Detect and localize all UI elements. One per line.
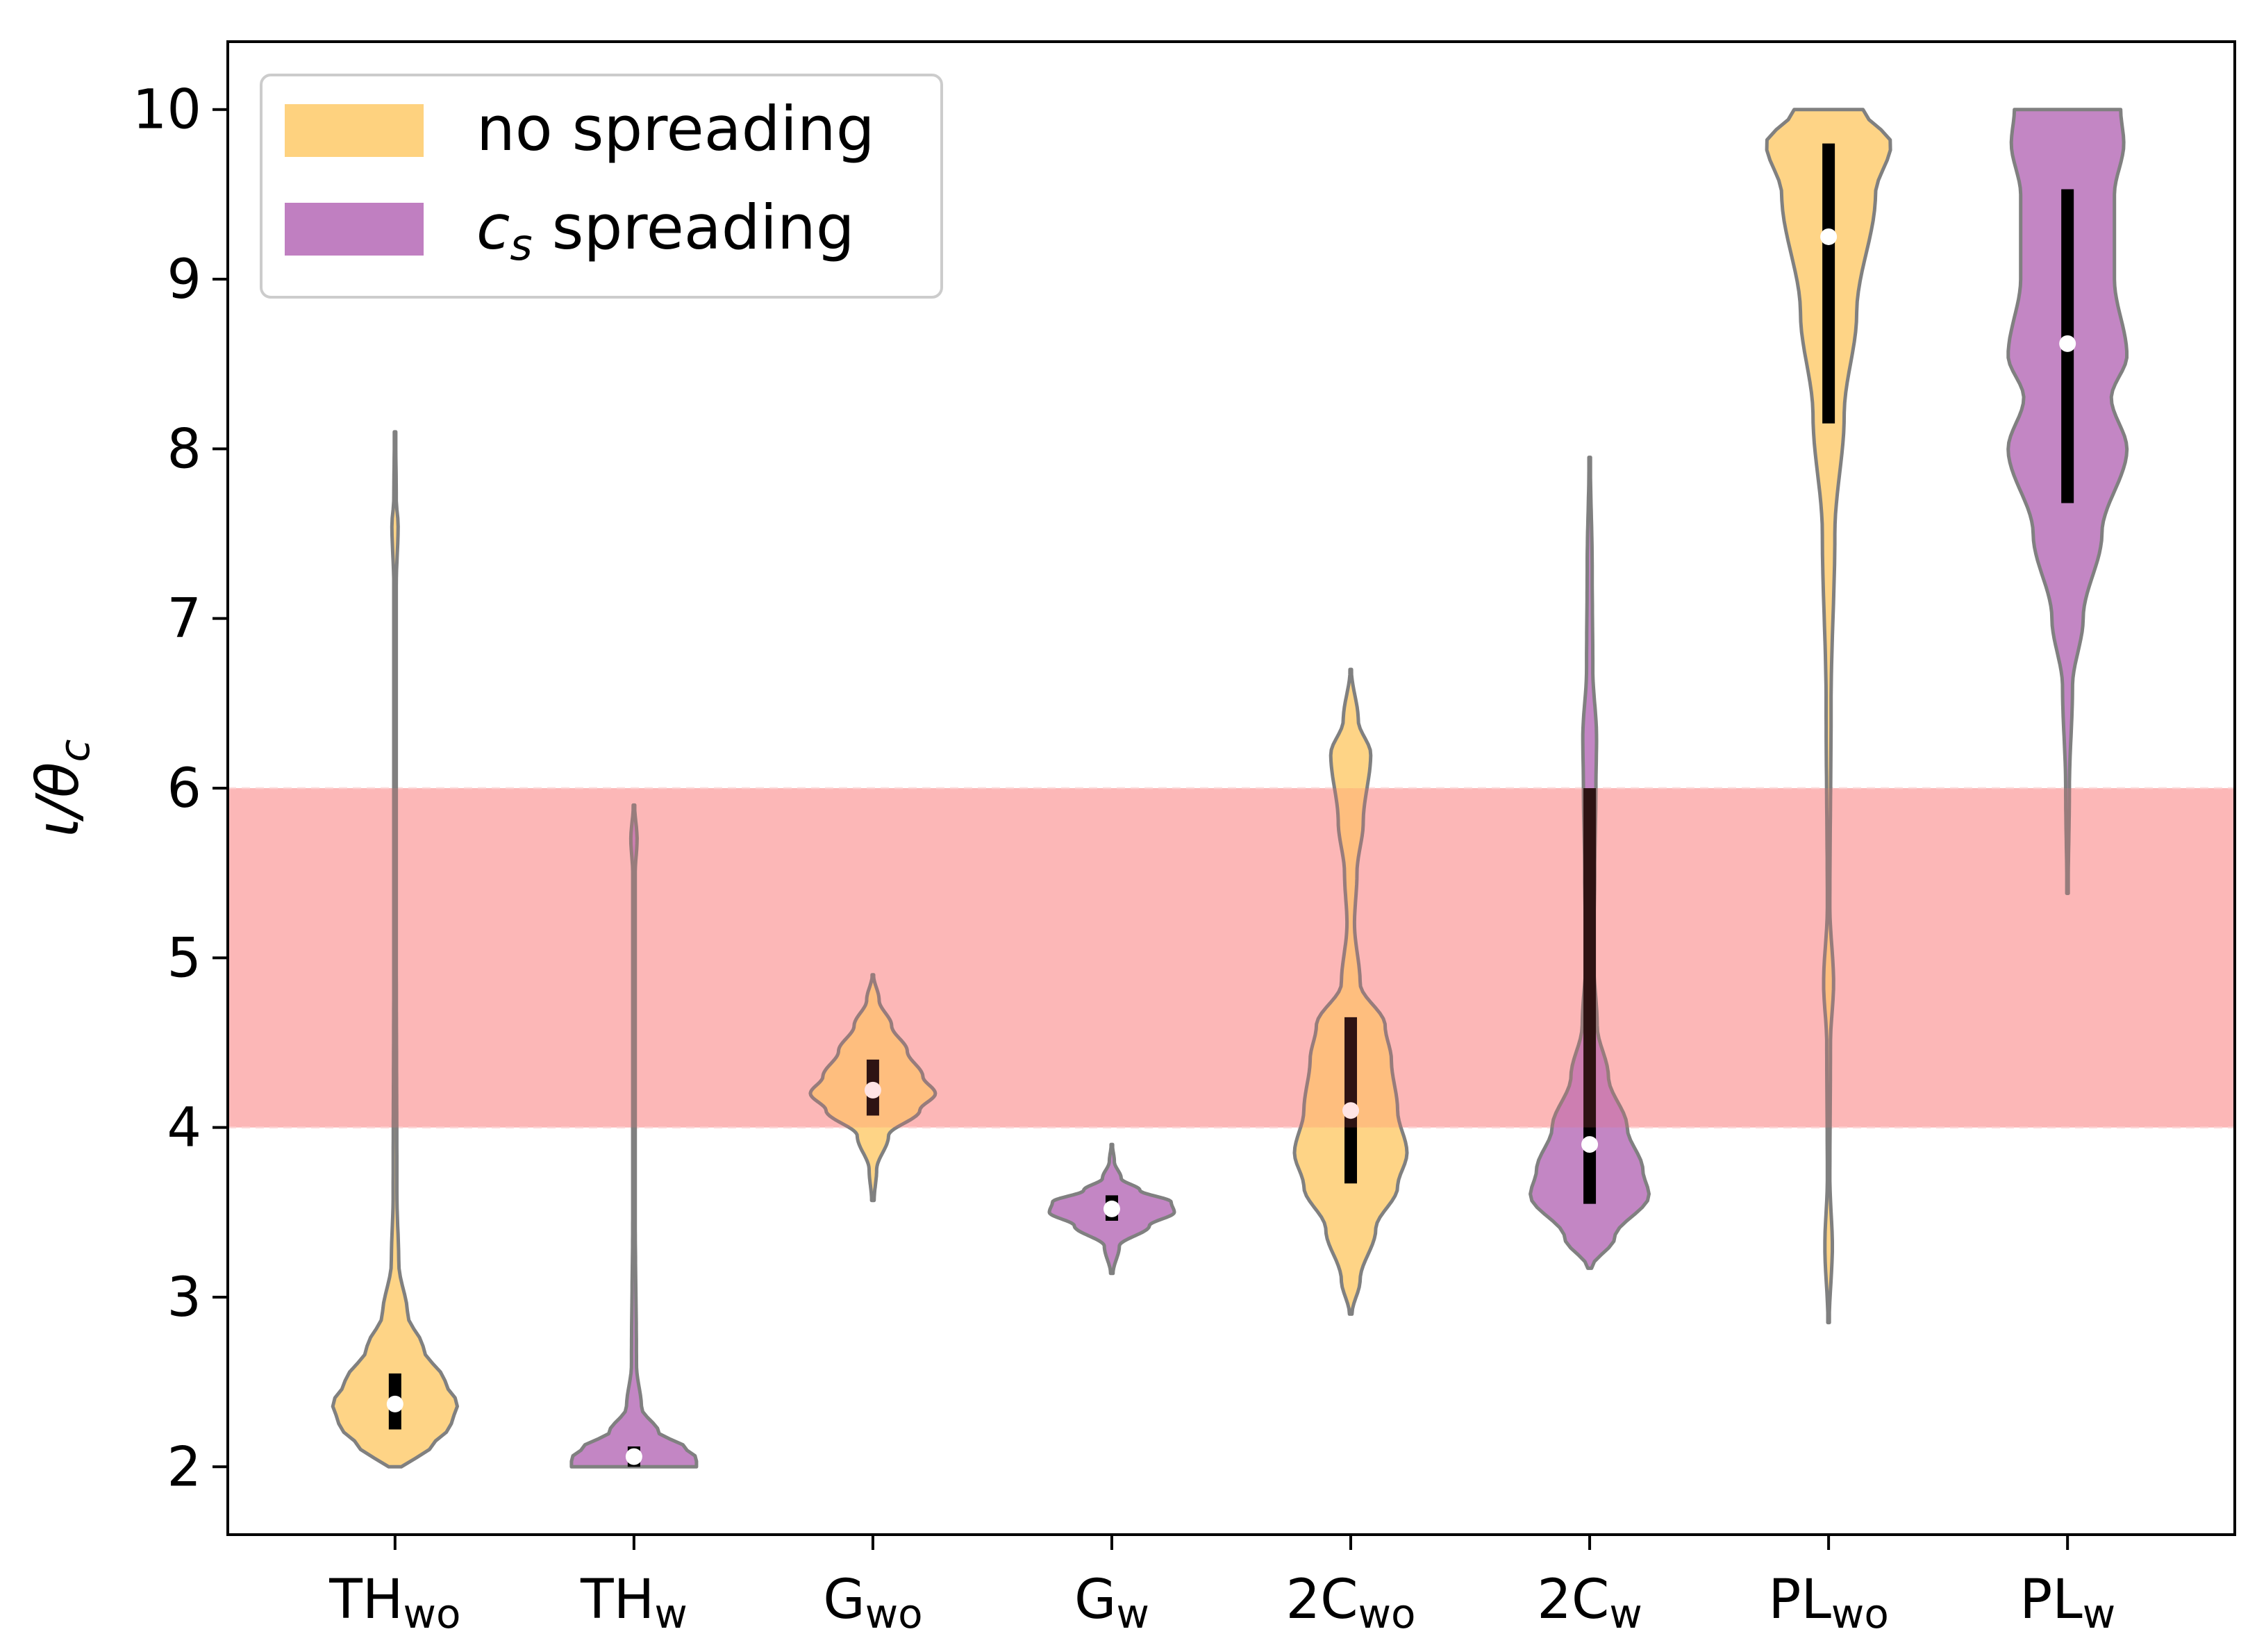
x-tick-label: 2Cwo — [1286, 1569, 1416, 1637]
x-tick-label-main: G — [823, 1569, 865, 1631]
x-tick-label-main: PL — [2019, 1569, 2083, 1631]
x-tick-label-main: G — [1074, 1569, 1116, 1631]
x-tick-label: PLw — [2019, 1569, 2115, 1637]
y-tick-label: 8 — [167, 418, 201, 481]
y-tick-label: 6 — [167, 758, 201, 820]
x-tick-label-sub: w — [2083, 1590, 2115, 1637]
x-tick-label-main: 2C — [1537, 1569, 1609, 1631]
x-tick-label-main: PL — [1768, 1569, 1831, 1631]
x-tick-label-sub: w — [1609, 1590, 1642, 1637]
median-dot-th-wo — [386, 1395, 403, 1412]
violin-2c-wo — [1292, 667, 1409, 1316]
median-dot-2c-w — [1581, 1136, 1599, 1153]
x-tick-label-main: TH — [328, 1569, 403, 1631]
legend-label-prefix: c — [476, 192, 510, 263]
median-dot-g-wo — [864, 1081, 881, 1099]
x-tick-label-sub: wo — [403, 1590, 461, 1637]
legend-label-prefix-sub: s — [510, 219, 532, 270]
x-tick-label-sub: wo — [1358, 1590, 1416, 1637]
median-dot-2c-wo — [1342, 1102, 1360, 1119]
median-dot-pl-wo — [1820, 228, 1838, 245]
legend-swatch — [285, 104, 424, 157]
y-axis-label-sub: c — [51, 739, 99, 762]
x-tick-label-sub: w — [1116, 1590, 1149, 1637]
y-tick-label: 3 — [167, 1267, 201, 1329]
legend-label: no spreading — [476, 93, 875, 165]
y-tick-label: 4 — [167, 1097, 201, 1160]
x-tick-label: Gwo — [823, 1569, 922, 1637]
x-tick-label-sub: w — [654, 1590, 687, 1637]
y-tick-label: 9 — [167, 249, 201, 311]
x-tick-label: THwo — [328, 1569, 460, 1637]
median-dot-pl-w — [2059, 335, 2076, 352]
y-axis-label: ι/θc — [24, 739, 99, 837]
violin-th-wo — [331, 430, 459, 1469]
x-tick-label: PLwo — [1768, 1569, 1888, 1637]
x-tick-label-sub: wo — [1831, 1590, 1889, 1637]
legend-box — [260, 74, 943, 299]
legend-swatch — [285, 203, 424, 256]
median-dot-g-w — [1103, 1200, 1120, 1217]
violin-pl-wo — [1765, 108, 1892, 1325]
legend-label: cs spreading — [476, 192, 855, 270]
x-tick-label: Gw — [1074, 1569, 1149, 1637]
band-overlay — [228, 788, 2235, 1128]
shaded-band — [228, 788, 2235, 1128]
median-dot-th-w — [625, 1448, 642, 1465]
y-tick-label: 5 — [167, 927, 201, 990]
y-tick-label: 10 — [133, 79, 201, 142]
x-tick-label: 2Cw — [1537, 1569, 1642, 1637]
violin-th-w — [569, 803, 699, 1469]
legend-label-text: spreading — [533, 192, 855, 263]
y-tick-label: 7 — [167, 588, 201, 651]
y-axis-label-main: ι/θ — [24, 762, 92, 837]
x-tick-label: THw — [580, 1569, 688, 1637]
x-tick-label-main: TH — [580, 1569, 654, 1631]
x-tick-label-main: 2C — [1286, 1569, 1358, 1631]
x-tick-label-sub: wo — [865, 1590, 923, 1637]
y-tick-label: 2 — [167, 1436, 201, 1499]
